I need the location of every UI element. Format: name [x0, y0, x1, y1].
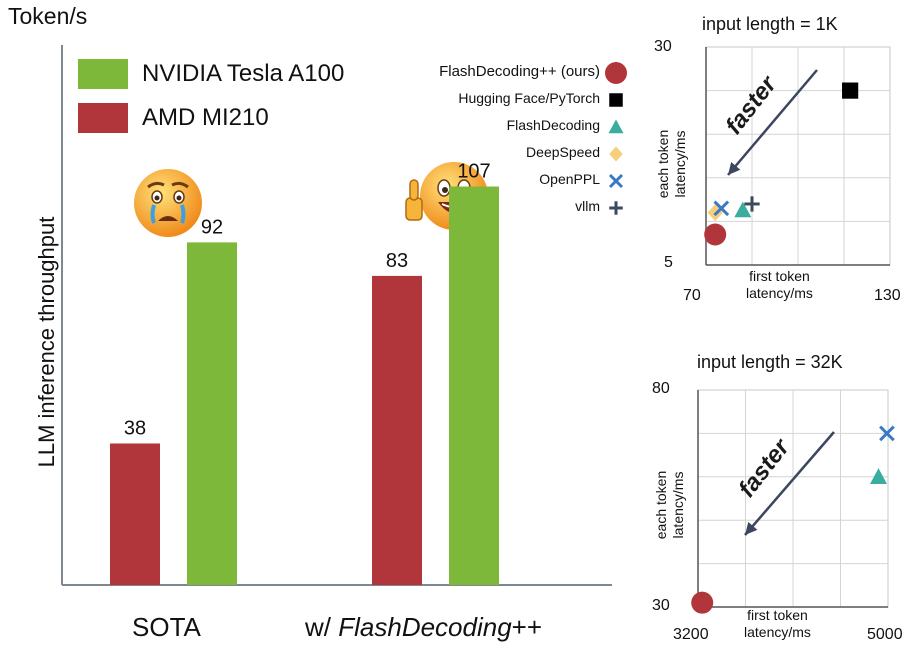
panel1-ytick-top: 30	[654, 38, 672, 55]
bar	[110, 443, 160, 585]
panel2-xtick-right: 5000	[867, 626, 903, 643]
triangle-marker-icon	[608, 119, 624, 134]
data-point-x	[879, 425, 895, 442]
bar	[372, 275, 422, 585]
data-point-circle	[704, 223, 727, 246]
legend-flashdecoding: FlashDecoding	[506, 117, 600, 133]
bar	[187, 242, 237, 585]
legend-vllm: vllm	[575, 198, 600, 214]
category-label-sota: SOTA	[132, 612, 201, 642]
bar	[449, 186, 499, 585]
panel2-ytick-top: 80	[652, 380, 670, 397]
legend-openppl: OpenPPL	[539, 171, 600, 187]
category-label-flashdecoding: w/ FlashDecoding++	[305, 612, 543, 642]
legend-huggingface: Hugging Face/PyTorch	[458, 90, 600, 106]
panel1-xtick-left: 70	[683, 287, 701, 304]
data-point-triangle	[734, 201, 752, 218]
panel1-xtick-right: 130	[874, 287, 901, 304]
panel2-ytick-bottom: 30	[652, 597, 670, 614]
scatter-legend-markers	[605, 62, 627, 215]
x-marker-icon	[608, 173, 624, 189]
bar-value-label: 107	[457, 161, 490, 183]
sad-face-icon	[134, 169, 202, 237]
faster-arrow-icon	[744, 431, 835, 536]
legend-flashdecodingpp: FlashDecoding++ (ours)	[439, 63, 600, 80]
data-point-circle	[691, 591, 714, 614]
panel2-title: input length = 32K	[697, 352, 843, 372]
panel1-title: input length = 1K	[702, 14, 838, 34]
square-marker-icon	[609, 93, 623, 107]
panel2-xtick-left: 3200	[673, 626, 709, 643]
circle-marker-icon	[605, 62, 627, 84]
legend-label-a100: NVIDIA Tesla A100	[142, 60, 345, 87]
legend-deepspeed: DeepSpeed	[526, 144, 600, 160]
y-axis-unit: Token/s	[8, 3, 88, 29]
faster-label: faster	[733, 433, 796, 502]
legend-swatch-mi210	[78, 103, 128, 133]
plus-marker-icon	[609, 201, 623, 215]
panel1-xlabel: first token latency/ms	[746, 268, 813, 301]
legend-swatch-a100	[78, 59, 128, 89]
legend-label-mi210: AMD MI210	[142, 104, 269, 131]
bar-value-label: 38	[124, 417, 146, 439]
data-point-triangle	[870, 468, 887, 484]
data-point-x	[713, 200, 730, 217]
data-point-square	[842, 82, 859, 99]
diamond-marker-icon	[609, 146, 623, 162]
panel2-xlabel: first token latency/ms	[744, 607, 811, 640]
faster-arrow-icon	[727, 69, 818, 176]
bar-value-label: 92	[201, 216, 223, 238]
panel1-ytick-bottom: 5	[664, 254, 673, 271]
bar-value-label: 83	[386, 250, 408, 272]
data-point-plus	[744, 196, 760, 212]
